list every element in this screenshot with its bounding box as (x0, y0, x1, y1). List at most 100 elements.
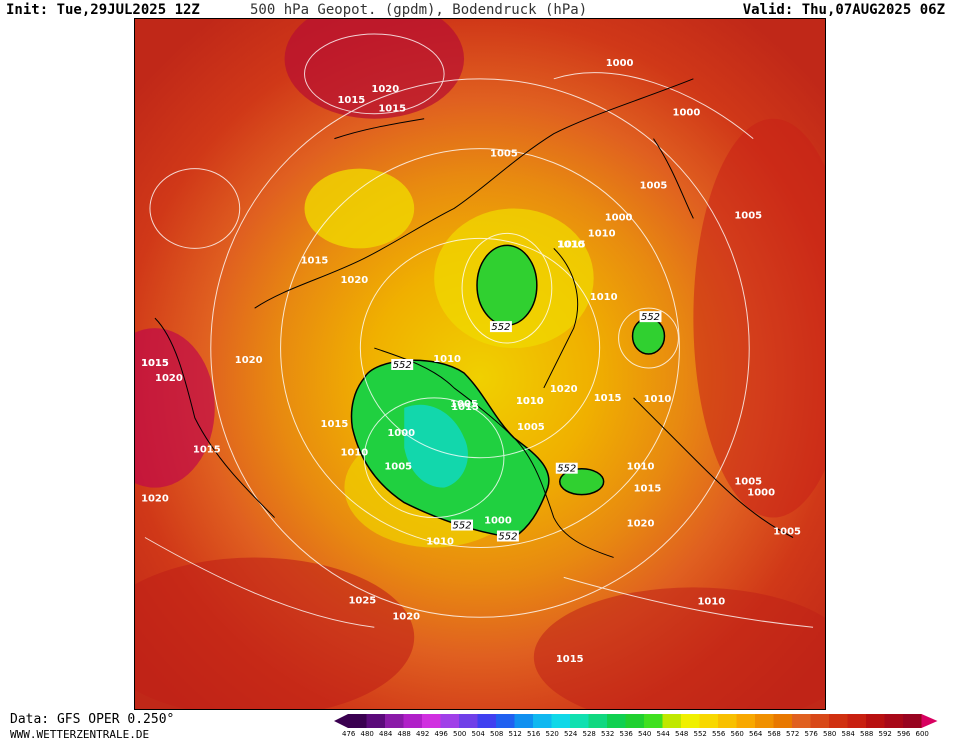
isobar-label: 1020 (340, 275, 368, 286)
legend-value: 564 (749, 730, 763, 738)
low-center-inner (404, 404, 468, 488)
isobar-label: 1015 (378, 104, 406, 115)
geopot-label-bg (451, 519, 474, 531)
color-legend (334, 714, 938, 728)
valid-time: Valid: Thu,07AUG2025 06Z (742, 2, 945, 18)
legend-arrow-right (921, 714, 938, 728)
legend-value: 528 (582, 730, 596, 738)
isobar-label: 1005 (490, 149, 518, 160)
legend-value: 596 (897, 730, 911, 738)
isobar-label: 1010 (557, 239, 585, 250)
geopot-label-bg (489, 321, 512, 333)
legend-value: 496 (434, 730, 448, 738)
site-url: WWW.WETTERZENTRALE.DE (10, 728, 150, 741)
geopot-label-bg (496, 530, 519, 542)
isobar-label: 1015 (556, 654, 584, 665)
legend-swatch (551, 714, 570, 728)
isobar-label: 1020 (550, 384, 578, 395)
data-source: Data: GFS OPER 0.250° (10, 712, 175, 727)
legend-value: 588 (860, 730, 874, 738)
legend-swatch (903, 714, 922, 728)
legend-value: 560 (730, 730, 744, 738)
isobar-label: 1010 (433, 354, 461, 365)
legend-swatch (422, 714, 441, 728)
legend-swatch (755, 714, 774, 728)
legend-value: 556 (712, 730, 726, 738)
legend-swatch (884, 714, 903, 728)
geopot-label-bg (391, 359, 414, 370)
geopot-label: 552 (641, 312, 660, 323)
isobar-label: 1010 (644, 394, 672, 405)
isobar-label: 1020 (141, 494, 169, 505)
isobar-label: 1000 (605, 212, 633, 223)
legend-swatch (810, 714, 829, 728)
legend-swatch (385, 714, 404, 728)
legend-swatch (514, 714, 533, 728)
isobar-label: 1015 (141, 358, 169, 369)
legend-swatch (477, 714, 496, 728)
geopot-label: 552 (453, 521, 472, 532)
legend-swatch (644, 714, 663, 728)
legend-swatch (348, 714, 367, 728)
legend-swatch (588, 714, 607, 728)
isobar-label: 1010 (340, 448, 368, 459)
isobar-label: 1005 (773, 527, 801, 538)
isobars (144, 33, 814, 628)
legend-swatch (625, 714, 644, 728)
legend-value: 504 (471, 730, 485, 738)
high-region-w (135, 328, 215, 488)
isobar-label: 1005 (640, 181, 668, 192)
header: Init: Tue,29JUL2025 12Z 500 hPa Geopot. … (0, 0, 959, 20)
legend-value: 580 (823, 730, 837, 738)
legend-swatch (459, 714, 478, 728)
legend-value: 488 (397, 730, 411, 738)
low-center-east (631, 317, 666, 355)
legend-value: 576 (804, 730, 818, 738)
legend-swatch (440, 714, 459, 728)
isobar-label: 1015 (141, 358, 169, 369)
legend-value: 524 (564, 730, 578, 738)
legend-value: 492 (416, 730, 430, 738)
legend-swatch (699, 714, 718, 728)
isobar-label: 1015 (594, 393, 622, 404)
high-region-e (693, 118, 825, 518)
legend-value: 508 (490, 730, 504, 738)
legend-value: 512 (508, 730, 522, 738)
legend-value: 516 (527, 730, 541, 738)
isobar-label: 1025 (348, 595, 376, 606)
legend-swatch (403, 714, 422, 728)
isobar-label: 1010 (590, 292, 618, 303)
legend-value: 568 (767, 730, 781, 738)
isobar-label: 1015 (558, 239, 586, 250)
isobar-label: 1020 (392, 611, 420, 622)
isobar-label: 1010 (426, 536, 454, 547)
isobar-label: 1005 (734, 477, 762, 488)
isobar-label: 1000 (484, 516, 512, 527)
legend-value: 552 (693, 730, 707, 738)
legend-value: 540 (638, 730, 652, 738)
legend-value: 532 (601, 730, 615, 738)
low-center-south (559, 467, 605, 496)
legend-value: 592 (878, 730, 892, 738)
isobar-label: 1005 (517, 422, 545, 433)
legend-value: 484 (379, 730, 393, 738)
legend-swatch (570, 714, 589, 728)
legend-value: 536 (619, 730, 633, 738)
isobar-label: 1000 (606, 58, 634, 69)
legend-swatch (496, 714, 515, 728)
isobar-label: 1015 (337, 95, 365, 106)
legend-swatch (533, 714, 552, 728)
legend-value: 476 (342, 730, 356, 738)
geopot-label-bg (555, 462, 578, 474)
high-region-se (533, 587, 825, 709)
legend-value: 480 (360, 730, 374, 738)
isobar-label: 1020 (371, 84, 399, 95)
geopot-label-bg (639, 311, 662, 323)
legend-swatch (681, 714, 700, 728)
isobar-label: 1015 (301, 255, 329, 266)
geopot-label: 552 (491, 322, 510, 333)
isobar-label: 1015 (634, 484, 662, 495)
isobar-label: 1005 (734, 210, 762, 221)
legend-swatch (866, 714, 885, 728)
low-center-north (476, 244, 538, 326)
